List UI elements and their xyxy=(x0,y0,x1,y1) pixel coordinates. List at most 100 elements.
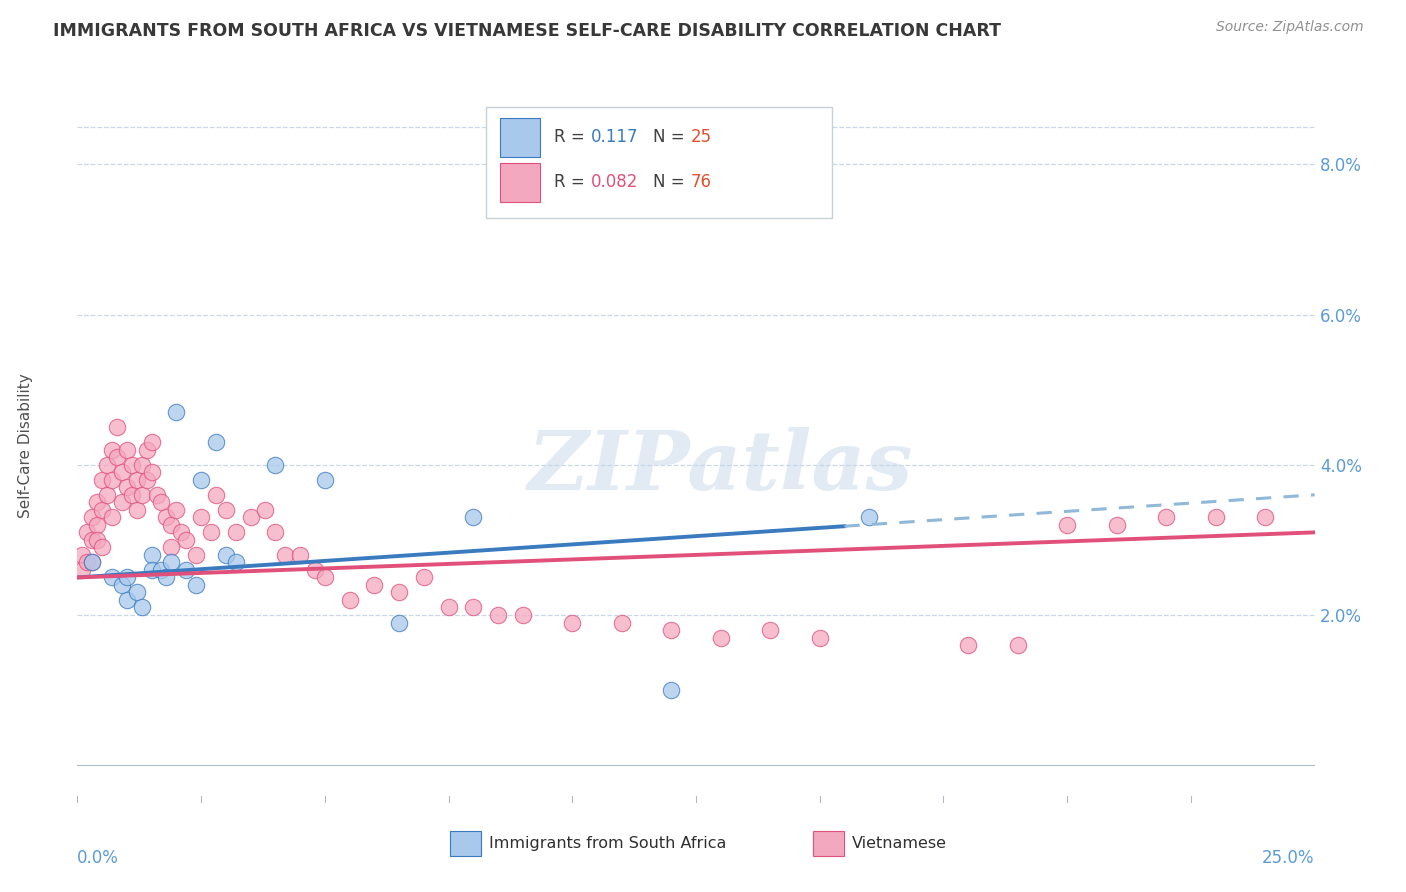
Text: 0.0%: 0.0% xyxy=(77,849,120,867)
Bar xyxy=(501,118,540,157)
Point xyxy=(463,510,485,524)
Point xyxy=(254,503,277,517)
Point xyxy=(141,465,163,479)
Text: N =: N = xyxy=(652,128,689,146)
Point xyxy=(388,585,411,599)
Point xyxy=(808,631,831,645)
Point xyxy=(82,556,104,570)
Text: ZIPatlas: ZIPatlas xyxy=(529,427,914,508)
Point xyxy=(190,473,212,487)
Point xyxy=(1105,517,1128,532)
Point xyxy=(561,615,583,630)
Text: 0.117: 0.117 xyxy=(591,128,638,146)
Point xyxy=(115,593,138,607)
Point xyxy=(96,488,118,502)
Point xyxy=(76,525,98,540)
Point xyxy=(125,503,148,517)
Point xyxy=(174,563,197,577)
Point xyxy=(91,503,114,517)
Point xyxy=(141,548,163,562)
Point xyxy=(314,570,336,584)
Point xyxy=(610,615,633,630)
Bar xyxy=(501,162,540,202)
Text: Self-Care Disability: Self-Care Disability xyxy=(18,374,32,518)
Point xyxy=(165,405,187,419)
Point xyxy=(115,480,138,494)
Point xyxy=(858,510,880,524)
Point xyxy=(141,563,163,577)
Point xyxy=(135,473,157,487)
Point xyxy=(111,465,134,479)
Text: 0.082: 0.082 xyxy=(591,173,638,191)
Point xyxy=(72,548,94,562)
Point xyxy=(160,556,183,570)
Point xyxy=(165,503,187,517)
Point xyxy=(339,593,361,607)
Text: 76: 76 xyxy=(690,173,711,191)
Text: 25.0%: 25.0% xyxy=(1263,849,1315,867)
Point xyxy=(111,495,134,509)
Point xyxy=(105,420,128,434)
Point xyxy=(304,563,326,577)
Point xyxy=(101,570,124,584)
Point xyxy=(82,533,104,547)
Point xyxy=(91,541,114,555)
Bar xyxy=(813,831,844,856)
Point xyxy=(131,600,153,615)
Point xyxy=(115,570,138,584)
Point xyxy=(145,488,167,502)
Point xyxy=(155,570,177,584)
Point xyxy=(76,556,98,570)
Point xyxy=(101,473,124,487)
Point xyxy=(96,458,118,472)
Text: R =: R = xyxy=(554,173,589,191)
Bar xyxy=(450,831,481,856)
Point xyxy=(200,525,222,540)
Point xyxy=(239,510,262,524)
Point xyxy=(125,585,148,599)
Point xyxy=(1154,510,1177,524)
Point xyxy=(314,473,336,487)
Point xyxy=(184,548,207,562)
Point xyxy=(121,458,143,472)
Point xyxy=(512,607,534,622)
Point xyxy=(101,510,124,524)
Point xyxy=(86,495,108,509)
Text: IMMIGRANTS FROM SOUTH AFRICA VS VIETNAMESE SELF-CARE DISABILITY CORRELATION CHAR: IMMIGRANTS FROM SOUTH AFRICA VS VIETNAME… xyxy=(53,22,1001,40)
Point xyxy=(288,548,311,562)
Point xyxy=(1205,510,1227,524)
Point xyxy=(111,578,134,592)
Point xyxy=(225,525,247,540)
Point xyxy=(150,495,173,509)
Point xyxy=(264,525,287,540)
Text: Vietnamese: Vietnamese xyxy=(852,837,948,851)
Point xyxy=(1056,517,1078,532)
Text: 25: 25 xyxy=(690,128,713,146)
Point xyxy=(759,623,782,637)
Point xyxy=(141,435,163,450)
Point xyxy=(91,473,114,487)
Point xyxy=(363,578,385,592)
Point xyxy=(82,510,104,524)
Point xyxy=(190,510,212,524)
Point xyxy=(957,638,980,652)
Text: Source: ZipAtlas.com: Source: ZipAtlas.com xyxy=(1216,20,1364,34)
Point xyxy=(121,488,143,502)
Point xyxy=(205,488,228,502)
Point xyxy=(86,533,108,547)
Point xyxy=(264,458,287,472)
Point xyxy=(115,442,138,457)
Point xyxy=(710,631,733,645)
Point xyxy=(205,435,228,450)
Point xyxy=(659,623,682,637)
Point xyxy=(125,473,148,487)
Point xyxy=(388,615,411,630)
Point xyxy=(463,600,485,615)
Text: Immigrants from South Africa: Immigrants from South Africa xyxy=(489,837,727,851)
Point xyxy=(412,570,434,584)
Point xyxy=(150,563,173,577)
Point xyxy=(659,683,682,698)
Point xyxy=(274,548,297,562)
FancyBboxPatch shape xyxy=(485,107,832,218)
Point xyxy=(160,517,183,532)
